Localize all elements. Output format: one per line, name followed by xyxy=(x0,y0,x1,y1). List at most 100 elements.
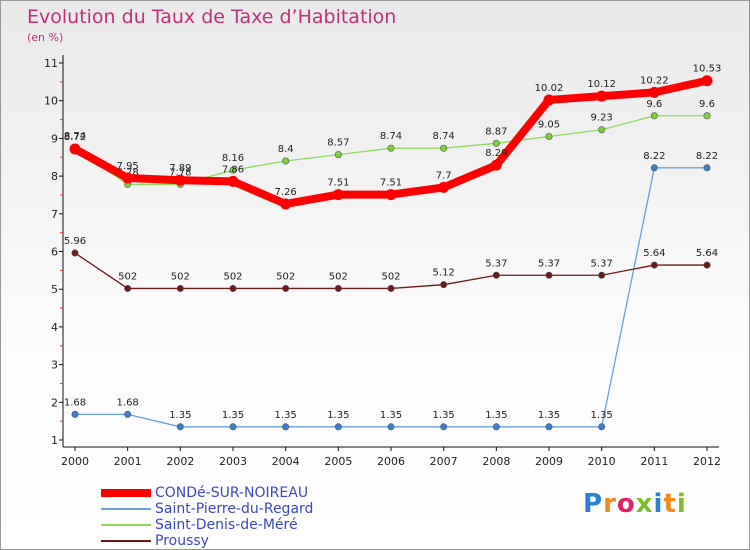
data-label: 8.22 xyxy=(696,151,718,162)
data-label: 8.74 xyxy=(64,131,86,142)
data-label: 8.4 xyxy=(278,144,294,155)
series-line-1 xyxy=(74,167,708,428)
data-label: 5.37 xyxy=(485,258,507,269)
legend-item-saint-denis: Saint-Denis-de-Méré xyxy=(101,517,341,533)
data-point xyxy=(124,410,132,418)
data-label: 1.35 xyxy=(380,410,402,421)
data-label: 1.35 xyxy=(485,410,507,421)
y-tick-label: 8 xyxy=(51,170,58,183)
y-tick-label: 11 xyxy=(44,57,58,70)
x-tick-label: 2012 xyxy=(693,455,721,468)
data-point xyxy=(492,423,500,431)
data-point xyxy=(280,198,292,210)
data-point xyxy=(703,164,711,172)
legend-swatch xyxy=(101,508,151,510)
data-label: 502 xyxy=(276,271,295,282)
legend-label: CONDé-SUR-NOIREAU xyxy=(155,485,309,501)
x-tick-label: 2003 xyxy=(219,455,247,468)
data-point xyxy=(69,143,81,155)
data-point xyxy=(598,126,606,134)
data-label: 10.22 xyxy=(640,75,669,86)
data-label: 10.12 xyxy=(587,79,616,90)
x-tick-label: 2000 xyxy=(61,455,89,468)
data-label: 1.68 xyxy=(64,397,86,408)
data-label: 5.12 xyxy=(433,268,455,279)
data-label: 1.35 xyxy=(591,410,613,421)
data-label: 7.51 xyxy=(327,178,349,189)
legend-swatch xyxy=(101,489,151,497)
data-point xyxy=(596,90,608,102)
data-point xyxy=(332,189,344,201)
data-label: 502 xyxy=(118,271,137,282)
data-point xyxy=(648,86,660,98)
data-point xyxy=(334,151,342,159)
data-point xyxy=(176,423,184,431)
y-tick-label: 2 xyxy=(51,396,58,409)
data-point xyxy=(440,144,448,152)
x-tick-label: 2009 xyxy=(535,455,563,468)
data-point xyxy=(650,112,658,120)
y-tick-label: 1 xyxy=(51,434,58,447)
data-point xyxy=(438,181,450,193)
data-label: 7.7 xyxy=(436,170,452,181)
y-tick-label: 7 xyxy=(51,208,58,221)
data-label: 8.72 xyxy=(64,132,86,143)
data-point xyxy=(229,166,237,174)
x-tick-label: 2007 xyxy=(430,455,458,468)
data-point xyxy=(71,410,79,418)
x-tick-label: 2006 xyxy=(377,455,405,468)
data-point xyxy=(122,172,134,184)
data-point xyxy=(282,423,290,431)
data-label: 8.74 xyxy=(380,131,402,142)
data-point xyxy=(598,423,606,431)
data-label: 8.29 xyxy=(485,148,507,159)
data-label: 9.6 xyxy=(646,99,662,110)
data-point xyxy=(334,423,342,431)
legend-swatch xyxy=(101,540,151,542)
data-point xyxy=(545,271,553,279)
data-label: 10.53 xyxy=(693,64,722,75)
data-point xyxy=(229,284,237,292)
data-point xyxy=(598,271,606,279)
data-point xyxy=(545,133,553,141)
proxiti-logo: Proxiti xyxy=(583,489,687,519)
data-label: 502 xyxy=(223,271,242,282)
data-label: 9.05 xyxy=(538,120,560,131)
data-point xyxy=(334,284,342,292)
data-point xyxy=(492,139,500,147)
data-label: 1.35 xyxy=(275,410,297,421)
data-label: 7.89 xyxy=(169,163,191,174)
data-point xyxy=(227,175,239,187)
x-tick-label: 2005 xyxy=(324,455,352,468)
data-point xyxy=(490,159,502,171)
x-tick-label: 2008 xyxy=(482,455,510,468)
y-tick-label: 3 xyxy=(51,359,58,372)
legend: CONDé-SUR-NOIREAU Saint-Pierre-du-Regard… xyxy=(101,485,341,549)
legend-item-proussy: Proussy xyxy=(101,533,341,549)
x-tick-label: 2010 xyxy=(588,455,616,468)
data-point xyxy=(703,112,711,120)
legend-label: Saint-Pierre-du-Regard xyxy=(155,501,314,517)
data-point xyxy=(387,144,395,152)
data-label: 8.57 xyxy=(327,138,349,149)
data-label: 5.96 xyxy=(64,236,86,247)
x-tick-label: 2002 xyxy=(166,455,194,468)
data-label: 502 xyxy=(329,271,348,282)
y-tick-label: 6 xyxy=(51,246,58,259)
data-point xyxy=(385,189,397,201)
data-point xyxy=(282,157,290,165)
data-label: 5.37 xyxy=(591,258,613,269)
data-point xyxy=(174,174,186,186)
data-label: 7.51 xyxy=(380,178,402,189)
y-tick-label: 9 xyxy=(51,132,58,145)
data-point xyxy=(71,249,79,257)
data-point xyxy=(387,423,395,431)
data-label: 7.86 xyxy=(222,164,244,175)
data-label: 1.35 xyxy=(169,410,191,421)
data-label: 1.35 xyxy=(433,410,455,421)
data-label: 5.37 xyxy=(538,258,560,269)
legend-label: Saint-Denis-de-Méré xyxy=(155,517,298,533)
legend-label: Proussy xyxy=(155,533,209,549)
data-label: 8.74 xyxy=(433,131,455,142)
data-label: 1.35 xyxy=(538,410,560,421)
